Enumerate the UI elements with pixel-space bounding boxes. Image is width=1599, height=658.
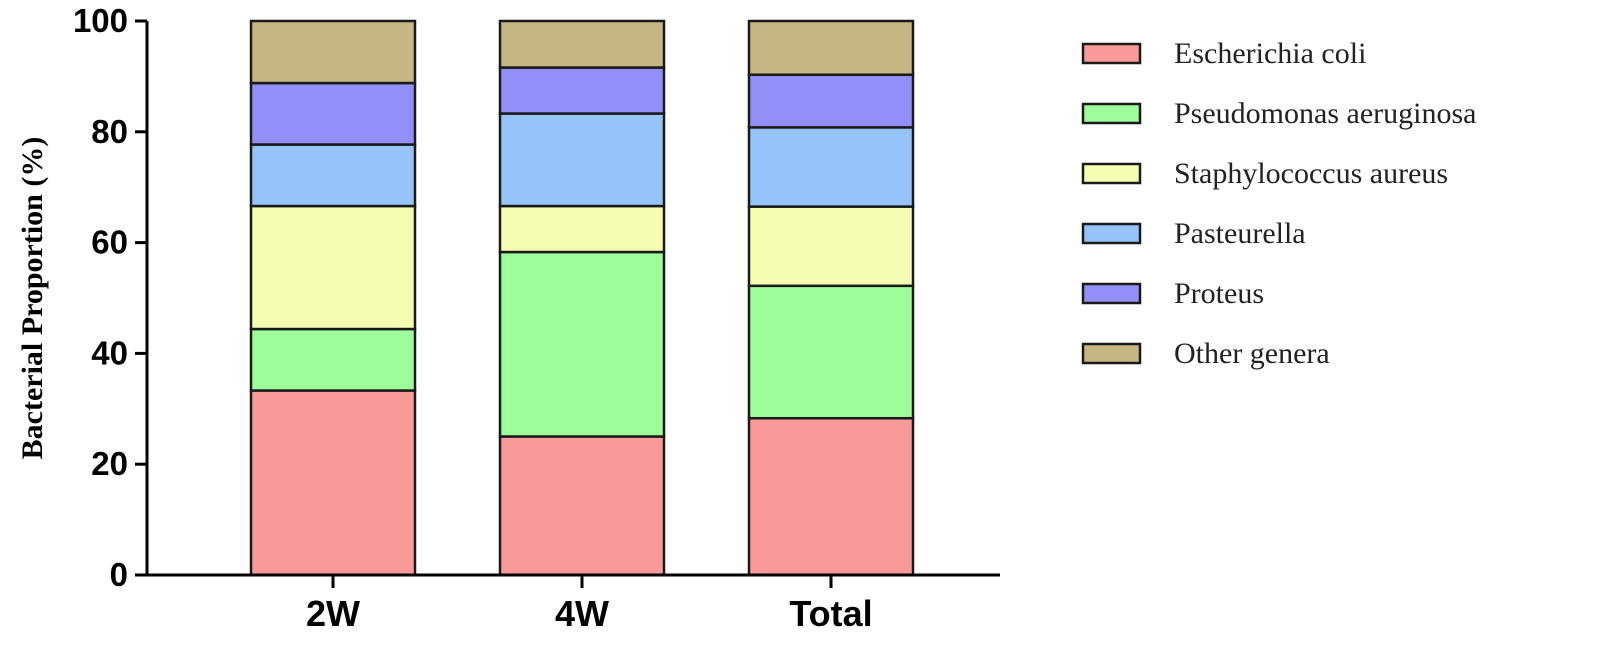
y-axis-label: Bacterial Proportion (%): [16, 137, 49, 460]
x-tick-label: Total: [789, 593, 872, 634]
legend-swatch: [1081, 342, 1142, 365]
bars-group: [249, 19, 915, 577]
legend-label: Proteus: [1174, 277, 1264, 310]
legend-swatch: [1081, 162, 1142, 185]
bar-segment-2w-staphylococcus-aureus: [249, 204, 417, 331]
y-tick-label: 100: [73, 2, 128, 39]
legend-swatch: [1081, 282, 1142, 305]
bar-segment-2w-proteus: [249, 81, 417, 146]
legend-swatch: [1081, 222, 1142, 245]
legend-label: Other genera: [1174, 337, 1330, 370]
x-tick-label: 2W: [306, 593, 360, 634]
y-tick-label: 40: [91, 334, 128, 371]
legend: Escherichia coli Pseudomonas aeruginosa St…: [1081, 37, 1476, 370]
legend-label: Escherichia coli: [1174, 37, 1366, 70]
bar-segment-4w-pseudomonas-aeruginosa: [498, 250, 666, 438]
legend-swatch: [1081, 42, 1142, 65]
bar-segment-total-proteus: [747, 73, 915, 129]
bar-segment-2w-pasteurella: [249, 143, 417, 208]
y-tick-label: 20: [91, 445, 128, 482]
legend-label: Staphylococcus aureus: [1174, 157, 1448, 190]
y-tick-label: 60: [91, 224, 128, 261]
y-ticks-group: 0 20 40 60 80 100: [73, 2, 147, 593]
bar-segment-total-escherichia-coli: [747, 416, 915, 577]
bar-segment-total-other-genera: [747, 19, 915, 76]
legend-swatch: [1081, 102, 1142, 125]
bar-segment-2w-escherichia-coli: [249, 389, 417, 577]
legend-label: Pasteurella: [1174, 217, 1306, 250]
bar-segment-2w-pseudomonas-aeruginosa: [249, 327, 417, 392]
bar-segment-total-pasteurella: [747, 126, 915, 208]
bar-segment-4w-staphylococcus-aureus: [498, 204, 666, 254]
legend-label: Pseudomonas aeruginosa: [1174, 97, 1476, 130]
y-tick-label: 0: [110, 556, 128, 593]
x-tick-label: 4W: [555, 593, 609, 634]
x-ticks-group: 2W 4W Total: [306, 575, 873, 634]
bar-segment-4w-escherichia-coli: [498, 435, 666, 577]
bar-segment-total-pseudomonas-aeruginosa: [747, 284, 915, 420]
bar-segment-4w-other-genera: [498, 19, 666, 69]
bar-segment-4w-proteus: [498, 66, 666, 115]
bar-segment-4w-pasteurella: [498, 112, 666, 208]
y-tick-label: 80: [91, 113, 128, 150]
bar-segment-2w-other-genera: [249, 19, 417, 85]
bar-segment-total-staphylococcus-aureus: [747, 205, 915, 288]
axes-group: [145, 21, 1000, 577]
